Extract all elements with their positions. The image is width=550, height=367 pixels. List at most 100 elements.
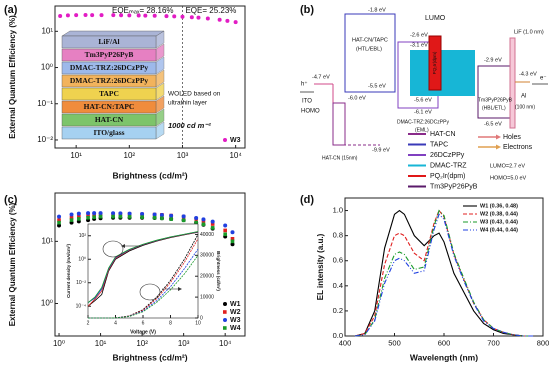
y2-axis-label: Brightness (cd/m²)	[216, 251, 221, 291]
annotation: EQEₘₐₓ= 28.16%	[112, 6, 174, 15]
x-tick-label: 400	[339, 338, 352, 347]
data-point	[233, 20, 238, 25]
y-axis-label: External Quantum Efficiency (%)	[8, 202, 17, 326]
lif-level	[509, 37, 516, 129]
data-point	[230, 239, 235, 244]
data-point	[143, 13, 148, 18]
stack-layer	[61, 126, 157, 140]
x-tick-label: 10³	[177, 151, 189, 160]
energy-label: -6.1 eV	[414, 109, 432, 115]
data-point	[127, 13, 132, 18]
data-point	[169, 213, 174, 218]
x-tick-label: 10	[195, 320, 201, 326]
annotation: ultrathin layer	[168, 100, 208, 107]
data-point	[98, 211, 103, 216]
x-tick-label: 10¹	[95, 339, 107, 348]
legend-label: HAT-CN	[430, 131, 456, 138]
x-axis-label: Wavelength (nm)	[410, 352, 478, 362]
y2-tick-label: 30000	[200, 253, 214, 259]
panel-label: (a)	[4, 4, 18, 16]
data-point	[152, 13, 157, 18]
legend-swatch	[223, 138, 227, 142]
data-point	[127, 215, 132, 219]
legend-label: W4 (0.44, 0.44)	[480, 227, 518, 233]
y2-tick-label: 10000	[200, 294, 214, 300]
data-point	[98, 214, 103, 219]
data-point	[181, 214, 186, 219]
legend-swatch	[223, 302, 227, 306]
data-point	[111, 13, 116, 18]
data-point	[223, 228, 227, 233]
energy-label: -5.6 eV	[414, 97, 432, 103]
x-axis-label: Voltage (V)	[130, 329, 156, 335]
data-line	[88, 248, 199, 319]
energy-label: Tm3PyP26PyB	[478, 97, 513, 103]
y-tick-label: 10²	[79, 233, 87, 239]
stack-label: HAT-CN:TAPC	[84, 102, 135, 111]
data-point	[77, 217, 81, 221]
data-point	[230, 236, 235, 241]
energy-label: -1.8 eV	[368, 7, 386, 13]
data-point	[223, 223, 228, 228]
stack-layer	[61, 113, 157, 127]
data-point	[217, 17, 222, 22]
energy-label: ITO	[302, 99, 312, 105]
x-tick-label: 10³	[178, 339, 190, 348]
legend-label: 26DCzPPy	[430, 152, 465, 159]
legend-swatch	[223, 326, 227, 330]
x-axis-label: Brightness (cd/m²)	[112, 352, 187, 362]
carrier-label: Holes	[503, 134, 521, 141]
energy-label: -5.5 eV	[368, 83, 386, 89]
energy-label: HAT-CN (15nm)	[322, 155, 358, 161]
energy-label: LiF (1.0 nm)	[514, 29, 544, 35]
energy-label: (HTL/EBL)	[356, 46, 382, 52]
stack-label: HAT-CN	[95, 115, 124, 124]
legend-swatch	[223, 310, 227, 314]
highlight-circle	[139, 283, 161, 301]
data-point	[230, 230, 235, 235]
data-point	[57, 214, 62, 219]
arrowhead	[121, 244, 125, 248]
x-tick-label: 600	[438, 338, 451, 347]
data-point	[69, 215, 74, 220]
data-point	[83, 13, 88, 18]
y-tick-label: 0.0	[333, 331, 343, 340]
x-tick-label: 8	[169, 320, 172, 326]
panel-label: (b)	[300, 4, 314, 16]
data-point	[196, 15, 201, 20]
carrier-arrowhead	[496, 134, 501, 140]
dopant-level	[428, 35, 442, 91]
stack-top	[61, 30, 165, 37]
data-point	[169, 217, 173, 221]
stack-label: DMAC-TRZ:26DCzPPy	[70, 63, 149, 72]
data-point	[65, 13, 70, 18]
y-tick-label: 0.2	[333, 306, 343, 315]
data-line	[88, 234, 199, 319]
data-point	[152, 212, 157, 217]
data-point	[205, 16, 210, 21]
energy-label: LUMO	[425, 15, 446, 22]
annotation: 1000 cd m⁻²	[168, 121, 211, 130]
data-point	[118, 214, 123, 219]
stack-label: TAPC	[99, 89, 119, 98]
data-point	[194, 215, 199, 220]
legend-swatch	[223, 318, 227, 322]
legend-label: W3	[230, 317, 241, 324]
data-point	[140, 211, 145, 216]
energy-label: -9.9 eV	[372, 147, 390, 153]
stack-layer	[61, 87, 157, 101]
hatcn-level	[332, 102, 346, 146]
energy-label: (HBL/ETL)	[482, 105, 506, 111]
y2-tick-label: 0	[200, 315, 203, 321]
y2-tick-label: 20000	[200, 274, 214, 280]
legend-label: W1	[230, 301, 241, 308]
data-point	[76, 211, 81, 216]
x-tick-label: 10⁰	[53, 339, 65, 348]
stack-label: Tm3PyP26PyB	[85, 50, 134, 59]
data-point	[57, 218, 61, 222]
data-point	[181, 218, 186, 223]
y-axis-label: EL intensity (a.u.)	[316, 233, 325, 300]
tapc-level	[344, 13, 396, 93]
